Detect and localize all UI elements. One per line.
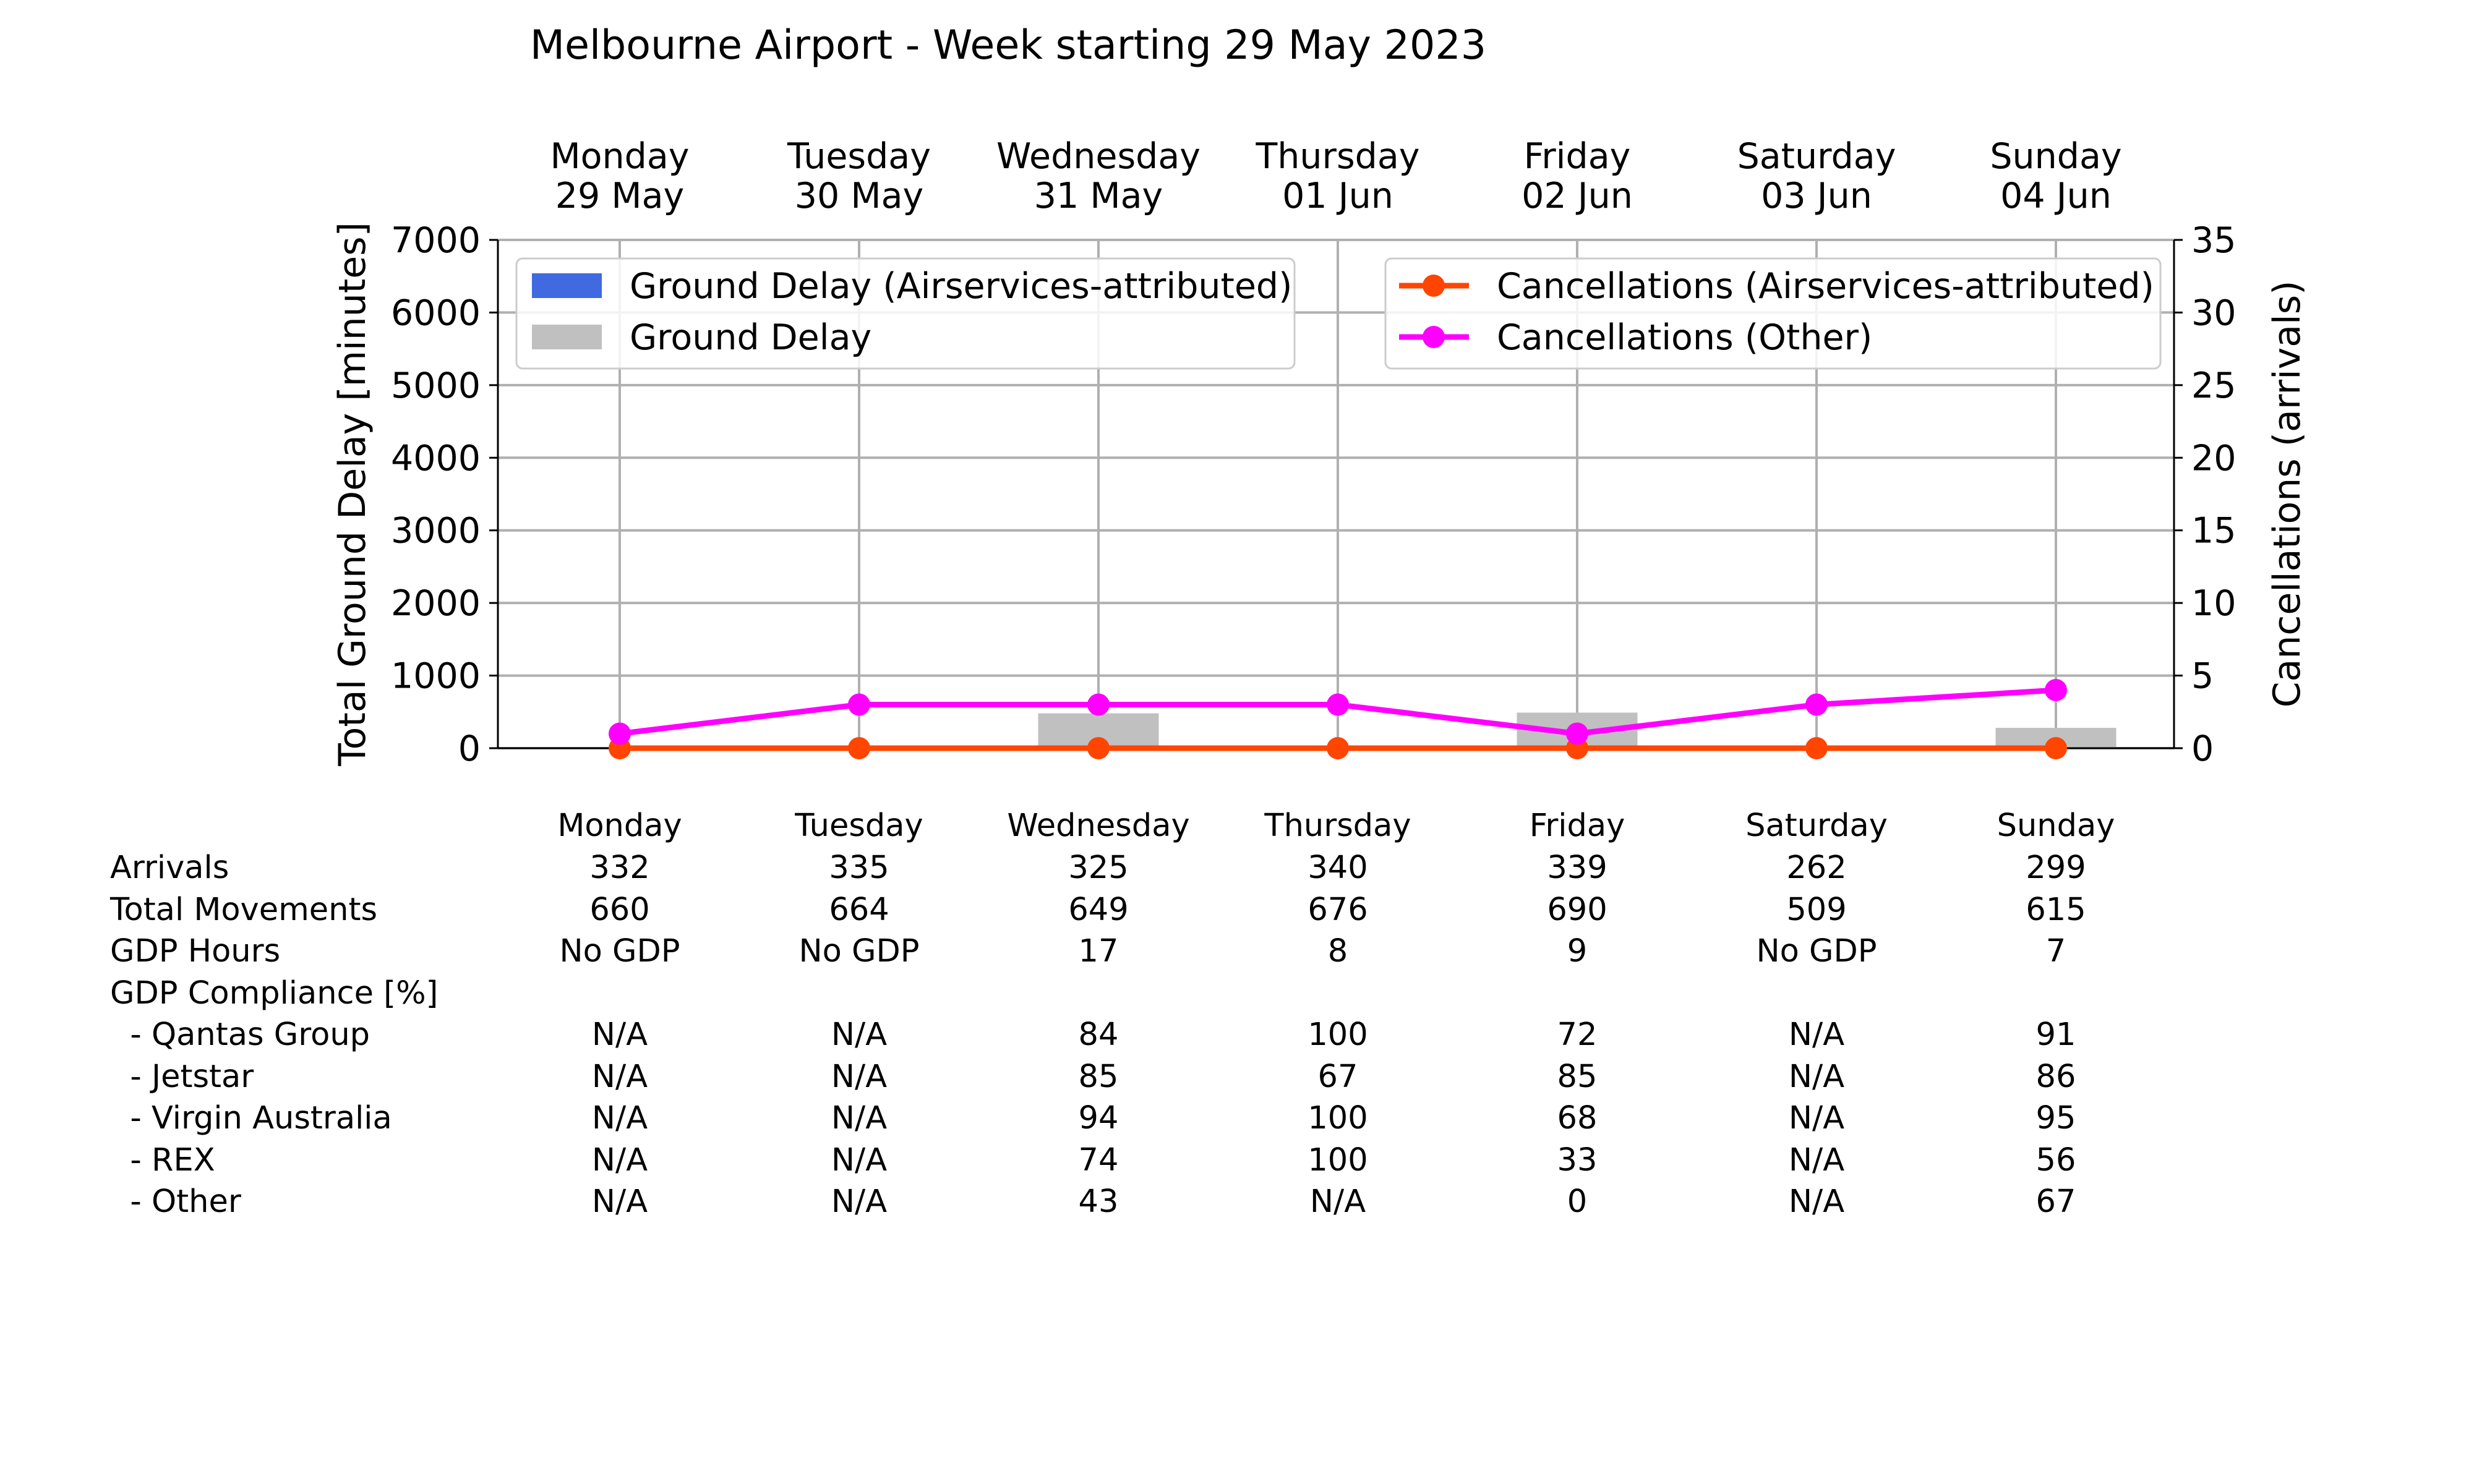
x-tick-label-day: Saturday: [1737, 136, 1896, 177]
x-tick-label-date: 01 Jun: [1282, 176, 1393, 216]
y-tick-label: 2000: [391, 583, 481, 624]
series-point: [1805, 693, 1828, 716]
x-tick-label-day: Friday: [1524, 136, 1631, 177]
series-point: [848, 693, 870, 716]
x-tick-label-date: 02 Jun: [1522, 176, 1633, 216]
x-tick-label-day: Tuesday: [787, 136, 931, 177]
series-point: [2045, 737, 2067, 759]
legend-label: Cancellations (Other): [1497, 317, 1872, 358]
legend-right: Cancellations (Airservices-attributed) Ca…: [1384, 257, 2162, 370]
y2-tick-label: 5: [2191, 656, 2214, 697]
y2-tick-label: 25: [2191, 365, 2236, 406]
y-tick-label: 0: [458, 728, 481, 769]
series-point: [1327, 693, 1349, 716]
y2-axis-label: Cancellations (arrivals): [2266, 281, 2309, 708]
legend-swatch: [532, 325, 602, 349]
x-tick-label-date: 03 Jun: [1761, 176, 1872, 216]
y2-tick-label: 30: [2191, 292, 2236, 333]
chart-title: Melbourne Airport - Week starting 29 May…: [530, 22, 1486, 69]
series-point: [2045, 679, 2067, 702]
y2-tick-label: 10: [2191, 583, 2236, 624]
legend-label: Cancellations (Airservices-attributed): [1497, 266, 2154, 307]
x-tick-label-day: Wednesday: [996, 136, 1201, 177]
y-tick-label: 4000: [391, 438, 481, 479]
series-point: [848, 737, 870, 759]
y2-tick-label: 20: [2191, 438, 2236, 479]
x-tick-label-date: 04 Jun: [2000, 176, 2112, 216]
legend-marker: [1423, 326, 1445, 348]
legend-frame: [515, 257, 1296, 370]
legend-frame: [1384, 257, 2162, 370]
series-point: [1087, 693, 1110, 716]
y2-tick-label: 35: [2191, 220, 2236, 261]
series-point: [1327, 737, 1349, 759]
x-tick-label-date: 31 May: [1034, 176, 1163, 216]
x-tick-label-day: Monday: [550, 136, 689, 177]
legend-label: Ground Delay (Airservices-attributed): [630, 266, 1292, 307]
legend-label: Ground Delay: [630, 317, 871, 358]
y-tick-label: 1000: [391, 656, 481, 697]
y-tick-label: 7000: [391, 220, 481, 261]
series-point: [1087, 737, 1110, 759]
y-axis-label: Total Ground Delay [minutes]: [331, 222, 374, 767]
x-tick-label-day: Sunday: [1990, 136, 2121, 177]
y-tick-label: 6000: [391, 292, 481, 333]
x-tick-label-date: 30 May: [795, 176, 924, 216]
series-point: [1805, 737, 1828, 759]
y2-tick-label: 0: [2191, 728, 2214, 769]
x-tick-label-day: Thursday: [1255, 136, 1419, 177]
series-point: [1566, 722, 1588, 745]
y2-tick-label: 15: [2191, 511, 2236, 552]
legend-marker: [1423, 275, 1445, 297]
series-point: [609, 722, 631, 745]
legend-left: Ground Delay (Airservices-attributed) Gro…: [515, 257, 1296, 370]
y-tick-label: 3000: [391, 511, 481, 552]
x-tick-label-date: 29 May: [555, 176, 685, 216]
legend-swatch: [532, 273, 602, 298]
y-tick-label: 5000: [391, 365, 481, 406]
